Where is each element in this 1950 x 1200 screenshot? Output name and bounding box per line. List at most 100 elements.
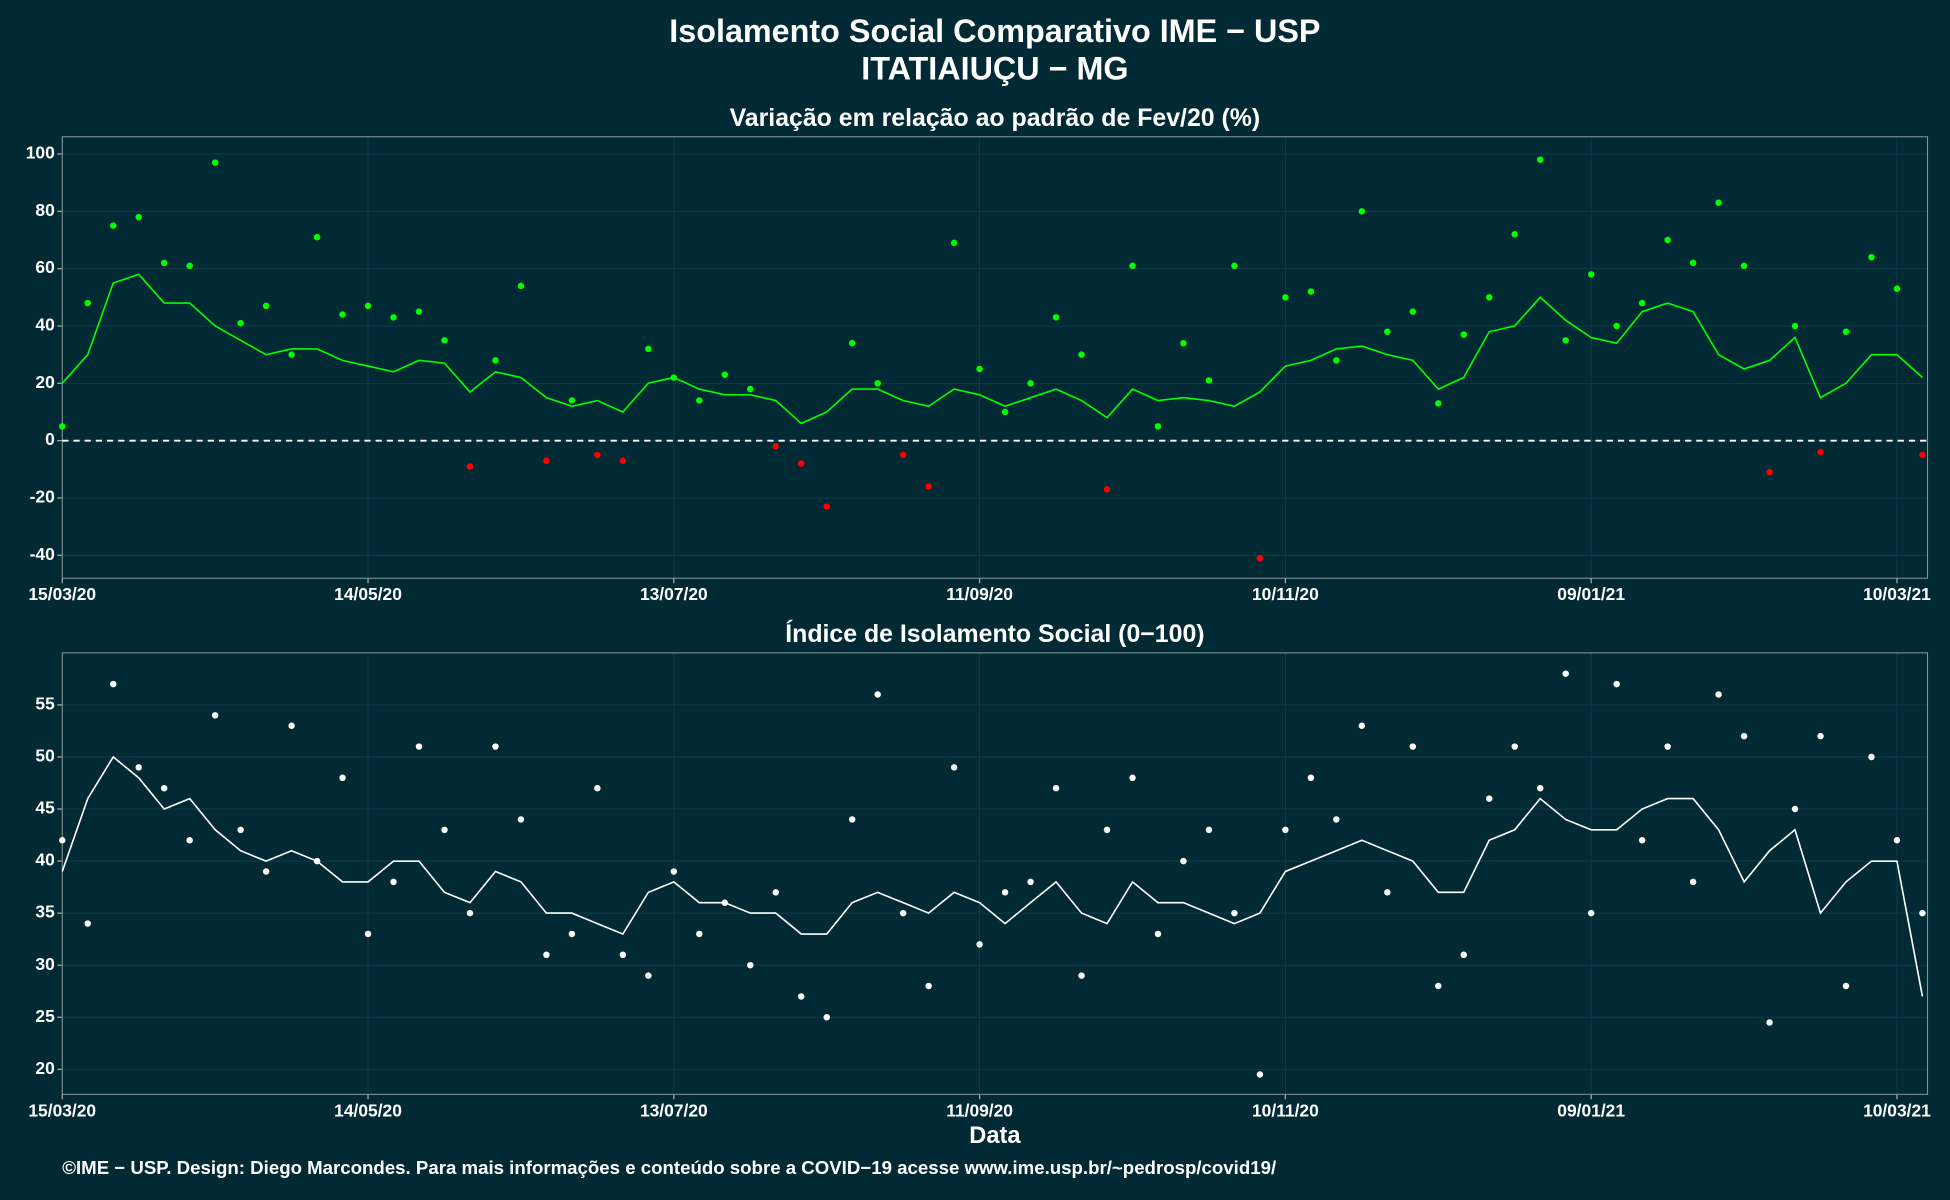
point: [1638, 837, 1646, 844]
point: [1333, 357, 1340, 364]
point: [696, 930, 703, 938]
point: [1103, 486, 1111, 493]
point: [1027, 380, 1034, 387]
x-tick-label: 14/05/20: [334, 1100, 402, 1120]
x-tick-label: 11/09/20: [946, 1100, 1013, 1120]
point: [1689, 878, 1697, 886]
point: [925, 483, 932, 490]
point: [1358, 208, 1366, 215]
point: [237, 319, 244, 327]
x-tick-label: 09/01/21: [1557, 1100, 1625, 1120]
point: [1129, 262, 1136, 270]
point: [1256, 554, 1264, 562]
point: [1358, 722, 1366, 729]
x-tick-label: 15/03/20: [28, 584, 96, 604]
point: [772, 443, 779, 450]
point: [1919, 451, 1926, 459]
point: [1435, 982, 1442, 990]
x-tick-label: 10/11/20: [1252, 1100, 1319, 1120]
point: [1842, 328, 1850, 335]
point: [1409, 743, 1417, 750]
point: [1766, 1019, 1773, 1026]
point: [1384, 328, 1391, 335]
point: [59, 837, 66, 844]
y-tick-label: 30: [35, 954, 54, 974]
point: [1205, 377, 1213, 384]
point: [84, 299, 91, 307]
point: [517, 282, 525, 290]
point: [237, 826, 244, 834]
y-tick-label: 25: [35, 1006, 55, 1026]
point: [441, 826, 448, 834]
point: [517, 816, 525, 823]
point: [1307, 774, 1315, 782]
point: [1817, 732, 1824, 740]
point: [262, 868, 270, 875]
title: Isolamento Social Comparativo IME − USP: [669, 13, 1320, 49]
point: [1613, 680, 1620, 688]
y-tick-label: 45: [35, 798, 55, 818]
point: [262, 302, 270, 310]
point: [645, 972, 652, 979]
x-tick-label: 13/07/20: [640, 1100, 708, 1120]
point: [1536, 156, 1544, 163]
point: [1587, 909, 1595, 917]
point: [797, 460, 805, 467]
point: [441, 337, 448, 344]
point: [1689, 259, 1697, 267]
point: [1868, 753, 1875, 761]
y-tick-label: 100: [26, 143, 55, 163]
y-tick-label: 20: [35, 372, 54, 392]
point: [1766, 468, 1773, 476]
y-tick-label: 20: [35, 1058, 54, 1078]
point: [747, 961, 754, 969]
y-tick-label: 40: [35, 850, 54, 870]
point: [1715, 199, 1722, 206]
point: [568, 930, 576, 938]
point: [1282, 294, 1289, 301]
point: [568, 397, 576, 404]
point: [390, 314, 397, 321]
footer: ©IME − USP. Design: Diego Marcondes. Par…: [62, 1157, 1276, 1178]
point: [874, 691, 881, 698]
point: [109, 680, 117, 688]
plot-frame: [61, 136, 1929, 579]
point: [84, 920, 91, 927]
point: [1409, 308, 1417, 315]
point: [1664, 236, 1671, 244]
point: [1587, 271, 1595, 278]
point: [797, 993, 805, 1000]
point: [109, 222, 117, 229]
x-tick-label: 10/03/21: [1863, 1100, 1931, 1120]
point: [1180, 857, 1187, 865]
point: [339, 311, 346, 318]
plot-frame: [61, 652, 1929, 1095]
point: [160, 259, 168, 267]
point: [1078, 351, 1085, 358]
point: [364, 302, 372, 310]
point: [1052, 314, 1060, 321]
point: [823, 1014, 830, 1021]
point: [543, 951, 550, 959]
point: [59, 423, 66, 430]
point: [1435, 400, 1442, 407]
trend-line: [61, 273, 1923, 425]
point: [1154, 423, 1162, 430]
point: [1231, 909, 1238, 917]
point: [1027, 878, 1034, 886]
point: [492, 357, 499, 364]
y-tick-label: 0: [45, 429, 55, 449]
point: [1893, 285, 1901, 292]
point: [160, 784, 168, 792]
point: [1180, 339, 1187, 347]
point: [721, 371, 729, 378]
point: [1460, 951, 1467, 959]
panel-title: Variação em relação ao padrão de Fev/20 …: [730, 104, 1261, 132]
panel-title: Índice de Isolamento Social (0−100): [785, 619, 1204, 648]
point: [950, 764, 958, 771]
point: [1486, 795, 1493, 802]
point: [492, 743, 499, 750]
point: [339, 774, 346, 782]
